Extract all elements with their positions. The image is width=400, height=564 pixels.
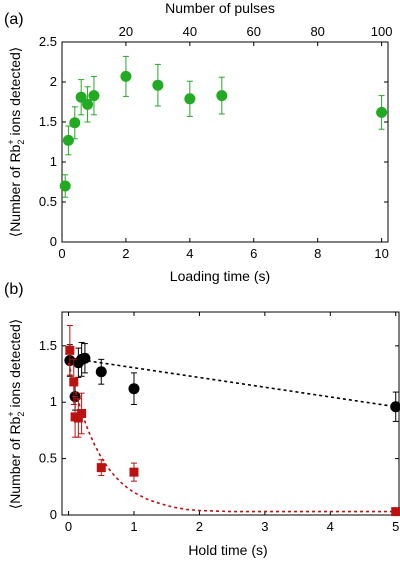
- x-tick-label-a: 0: [58, 246, 65, 261]
- plot-frame-b: [61, 311, 400, 516]
- plot-frame-a: [61, 41, 389, 243]
- x2-axis-label: Number of pulses: [165, 0, 275, 16]
- data-point-circle-a0: [82, 98, 94, 110]
- fit-line-b1: [67, 362, 396, 513]
- data-point-square-b1: [391, 507, 400, 517]
- data-a: [59, 55, 388, 198]
- y-tick-label-b: 1.5: [39, 338, 57, 353]
- data-point-circle-b0: [128, 383, 140, 395]
- x-tick-label-b: 2: [196, 519, 203, 534]
- x-tick-label-b: 4: [327, 519, 334, 534]
- data-point-circle-a0: [152, 79, 164, 91]
- x-tick-label-b: 1: [130, 519, 137, 534]
- x2-tick-label-a: 20: [119, 24, 133, 39]
- data-point-square-b1: [96, 463, 106, 473]
- data-point-circle-b0: [79, 352, 91, 364]
- y-tick-label-a: 2.5: [39, 34, 57, 49]
- data-point-circle-a0: [376, 106, 388, 118]
- x-axis-label-b: Hold time (s): [188, 542, 267, 558]
- data-point-square-b1: [65, 345, 75, 355]
- data-point-square-b1: [77, 409, 87, 418]
- y-axis-label-a: ⟨Number of Rb2+ ions detected⟩: [6, 47, 26, 238]
- y-tick-label-a: 1: [50, 154, 57, 169]
- data-point-circle-a0: [69, 117, 81, 129]
- data-point-circle-a0: [59, 180, 71, 192]
- x2-tick-label-a: 80: [310, 24, 324, 39]
- data-point-square-b1: [129, 467, 139, 477]
- panel-b: (b) 0 1 2 3 4 5 0 0.5 1 1.5 Hold time (s) ⟨Number…: [4, 281, 400, 558]
- ticks-b: 0 1 2 3 4 5 0 0.5 1 1.5: [39, 312, 399, 534]
- x-tick-label-a: 4: [186, 246, 193, 261]
- x-tick-label-b: 5: [392, 519, 399, 534]
- x-tick-label-a: 8: [314, 246, 321, 261]
- x2-tick-label-a: 60: [247, 24, 261, 39]
- y-tick-label-b: 1: [50, 394, 57, 409]
- data-b: [64, 325, 400, 517]
- x-tick-label-a: 2: [122, 246, 129, 261]
- y-tick-label-b: 0.5: [39, 451, 57, 466]
- y-tick-label-b: 0: [50, 507, 57, 522]
- x-tick-label-a: 10: [374, 246, 388, 261]
- y-tick-label-a: 1.5: [39, 114, 57, 129]
- data-point-circle-a0: [88, 90, 100, 102]
- data-point-circle-a0: [216, 90, 228, 102]
- y-tick-label-a: 0.5: [39, 194, 57, 209]
- panel-label-a: (a): [4, 11, 24, 28]
- data-point-circle-a0: [75, 91, 87, 103]
- data-point-square-b1: [69, 377, 79, 387]
- x2-tick-label-a: 40: [183, 24, 197, 39]
- y-tick-label-a: 0: [50, 234, 57, 249]
- x2-tick-label-a: 100: [371, 24, 393, 39]
- y-axis-label-b: ⟨Number of Rb2+ ions detected⟩: [6, 319, 26, 510]
- fit-line-b0: [69, 357, 396, 408]
- y-tick-label-a: 2: [50, 74, 57, 89]
- data-point-circle-b0: [390, 401, 400, 413]
- data-point-square-b1: [73, 413, 83, 423]
- panel-a: (a) Number of pulses 0 2 4 6 8 1000.511.522.5…: [4, 0, 392, 284]
- panel-label-b: (b): [4, 281, 24, 298]
- data-point-circle-b0: [95, 366, 107, 378]
- x-tick-label-b: 3: [261, 519, 268, 534]
- x-tick-label-a: 6: [250, 246, 257, 261]
- x-axis-label-a: Loading time (s): [170, 268, 270, 284]
- x-tick-label-b: 0: [65, 519, 72, 534]
- data-point-circle-a0: [184, 93, 196, 105]
- data-point-circle-a0: [120, 70, 132, 82]
- data-point-circle-a0: [62, 134, 74, 146]
